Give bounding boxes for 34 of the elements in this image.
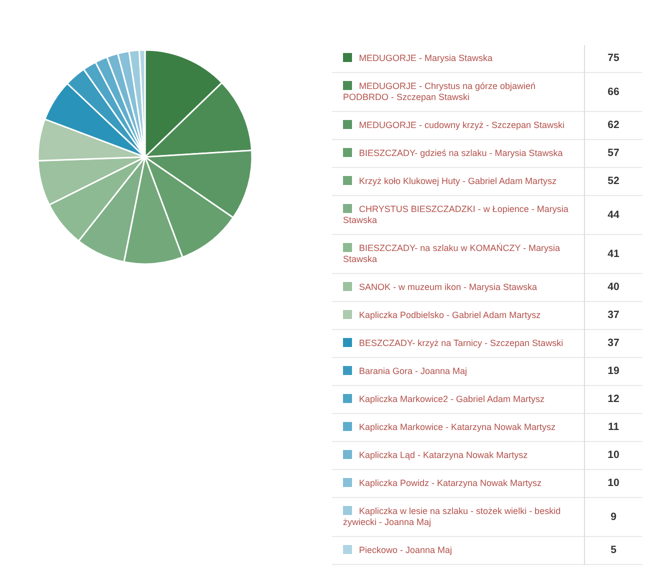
data-label: 37 (584, 302, 642, 330)
data-label: 75 (584, 45, 642, 72)
data-label: 37 (584, 330, 642, 358)
legend-label: Pieckowo - Joanna Maj (358, 544, 454, 557)
legend-label: BIESZCZADY- gdzieś na szlaku - Marysia Stawska (358, 147, 564, 160)
data-label: 11 (584, 414, 642, 442)
data-label: 19 (584, 358, 642, 386)
data-label: 40 (584, 274, 642, 302)
data-label: 10 (584, 442, 642, 470)
data-label: 5 (584, 536, 642, 564)
legend-label: CHRYSTUS BIESZCZADZKI - w Łopience - Marysia Stawska (342, 203, 570, 227)
legend-label: Kapliczka Markowice2 - Gabriel Adam Martysz (358, 393, 546, 406)
legend-label: MEDUGORJE - cudowny krzyż - Szczepan Stawski (358, 119, 566, 132)
legend-label: Barania Gora - Joanna Maj (358, 365, 468, 378)
legend-label: Kapliczka Ląd - Katarzyna Nowak Martysz (358, 449, 529, 462)
data-label: 10 (584, 470, 642, 498)
data-label: 12 (584, 386, 642, 414)
legend-label: MEDUGORJE - Marysia Stawska (358, 52, 494, 65)
data-label: 66 (584, 72, 642, 112)
legend-label: Kapliczka w lesie na szlaku - stożek wielki - beskid żywiecki - Joanna Maj (342, 505, 562, 529)
legend-label: BIESZCZADY- na szlaku w KOMAŃCZY - Marysia Stawska (342, 242, 562, 266)
data-label: 62 (584, 112, 642, 140)
data-label: 57 (584, 140, 642, 168)
legend-label: Kapliczka Markowice - Katarzyna Nowak Martysz (358, 421, 557, 434)
data-label: 44 (584, 196, 642, 234)
data-label: 9 (584, 498, 642, 536)
legend-label: SANOK - w muzeum ikon - Marysia Stawska (358, 281, 538, 294)
legend-label: Kapliczka Powidz - Katarzyna Nowak Martysz (358, 477, 543, 490)
data-label: 41 (584, 234, 642, 274)
data-label: 52 (584, 168, 642, 196)
legend-label: Kapliczka Podbielsko - Gabriel Adam Martysz (358, 309, 542, 322)
legend-label: Krzyż koło Klukowej Huty - Gabriel Adam Martysz (358, 175, 558, 188)
legend-label: MEDUGORJE - Chrystus na górze objawień PODBRDO - Szczepan Stawski (342, 80, 537, 104)
legend-label: BESZCZADY- krzyż na Tarnicy - Szczepan Stawski (358, 337, 564, 350)
